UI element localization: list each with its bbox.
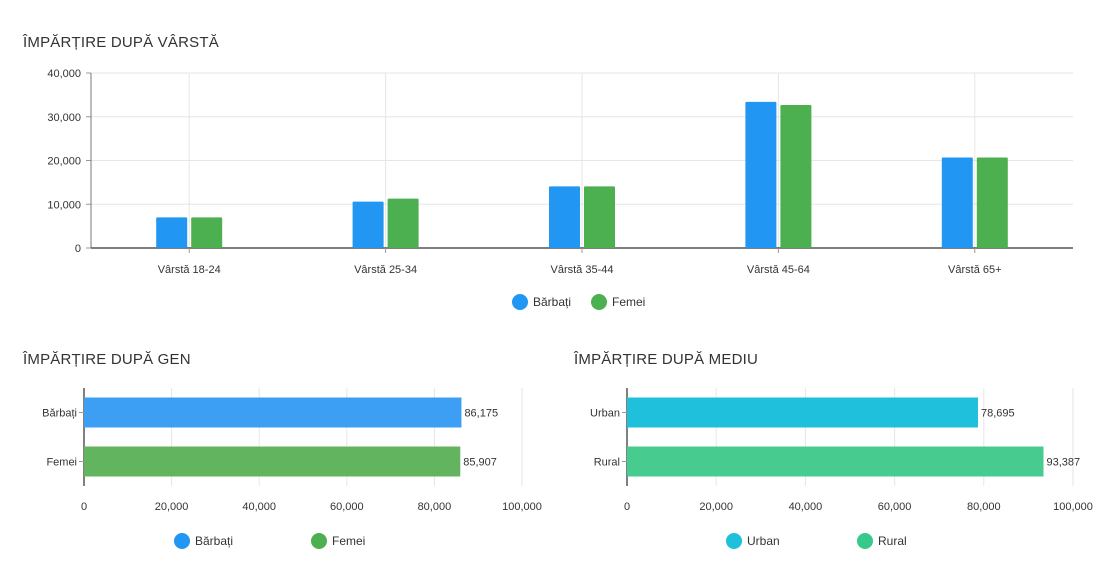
x-tick-label: 20,000 bbox=[155, 501, 189, 513]
y-tick-label: Femei bbox=[46, 457, 77, 469]
y-tick-label: 30,000 bbox=[47, 112, 81, 124]
bar-femei bbox=[976, 157, 1008, 248]
bar-urban bbox=[627, 397, 978, 428]
data-label: 86,175 bbox=[464, 408, 498, 420]
x-tick-label: Vârstă 45-64 bbox=[747, 264, 810, 276]
x-tick-label: 20,000 bbox=[699, 501, 733, 513]
legend-marker bbox=[726, 533, 742, 549]
x-tick-label: Vârstă 25-34 bbox=[354, 264, 417, 276]
legend-label: Rural bbox=[878, 534, 907, 548]
bar-barbati bbox=[941, 157, 973, 248]
age-chart-title: ÎMPĂRȚIRE DUPĂ VÂRSTĂ bbox=[23, 34, 219, 51]
legend-marker bbox=[857, 533, 873, 549]
x-tick-label: 40,000 bbox=[242, 501, 276, 513]
x-tick-label: 80,000 bbox=[967, 501, 1001, 513]
y-tick-label: 10,000 bbox=[47, 199, 81, 211]
legend-marker bbox=[512, 294, 528, 310]
bar-femei bbox=[84, 446, 461, 477]
x-tick-label: 60,000 bbox=[330, 501, 364, 513]
legend-label: Femei bbox=[612, 295, 645, 309]
x-tick-label: Vârstă 18-24 bbox=[158, 264, 221, 276]
y-tick-label: 40,000 bbox=[47, 68, 81, 80]
y-tick-label: 20,000 bbox=[47, 156, 81, 168]
x-tick-label: Vârstă 35-44 bbox=[551, 264, 614, 276]
bar-femei bbox=[191, 217, 223, 248]
legend-label: Bărbați bbox=[533, 295, 571, 309]
gender-chart-title: ÎMPĂRȚIRE DUPĂ GEN bbox=[23, 351, 191, 368]
x-tick-label: 100,000 bbox=[1053, 501, 1093, 513]
data-label: 78,695 bbox=[981, 408, 1015, 420]
bar-barbati bbox=[352, 201, 384, 248]
y-tick-label: Bărbați bbox=[42, 408, 77, 420]
bar-femei bbox=[780, 104, 812, 248]
y-tick-label: Rural bbox=[594, 457, 620, 469]
bar-femei bbox=[387, 198, 419, 248]
bar-brbai bbox=[84, 397, 462, 428]
data-label: 85,907 bbox=[463, 457, 497, 469]
y-tick-label: Urban bbox=[590, 408, 620, 420]
x-tick-label: 100,000 bbox=[502, 501, 542, 513]
bar-barbati bbox=[549, 186, 580, 248]
x-tick-label: 80,000 bbox=[418, 501, 452, 513]
data-label: 93,387 bbox=[1047, 457, 1081, 469]
bar-rural bbox=[627, 446, 1044, 477]
legend-label: Bărbați bbox=[195, 534, 233, 548]
bar-barbati bbox=[156, 217, 188, 248]
legend-label: Urban bbox=[747, 534, 780, 548]
x-tick-label: 40,000 bbox=[789, 501, 823, 513]
legend-label: Femei bbox=[332, 534, 365, 548]
bar-barbati bbox=[745, 101, 777, 248]
area-chart-title: ÎMPĂRȚIRE DUPĂ MEDIU bbox=[574, 351, 759, 368]
x-tick-label: 0 bbox=[81, 501, 87, 513]
x-tick-label: Vârstă 65+ bbox=[948, 264, 1002, 276]
y-tick-label: 0 bbox=[75, 243, 81, 255]
bar-femei bbox=[584, 186, 615, 248]
legend-marker bbox=[311, 533, 327, 549]
x-tick-label: 60,000 bbox=[878, 501, 912, 513]
legend-marker bbox=[591, 294, 607, 310]
legend-marker bbox=[174, 533, 190, 549]
x-tick-label: 0 bbox=[624, 501, 630, 513]
